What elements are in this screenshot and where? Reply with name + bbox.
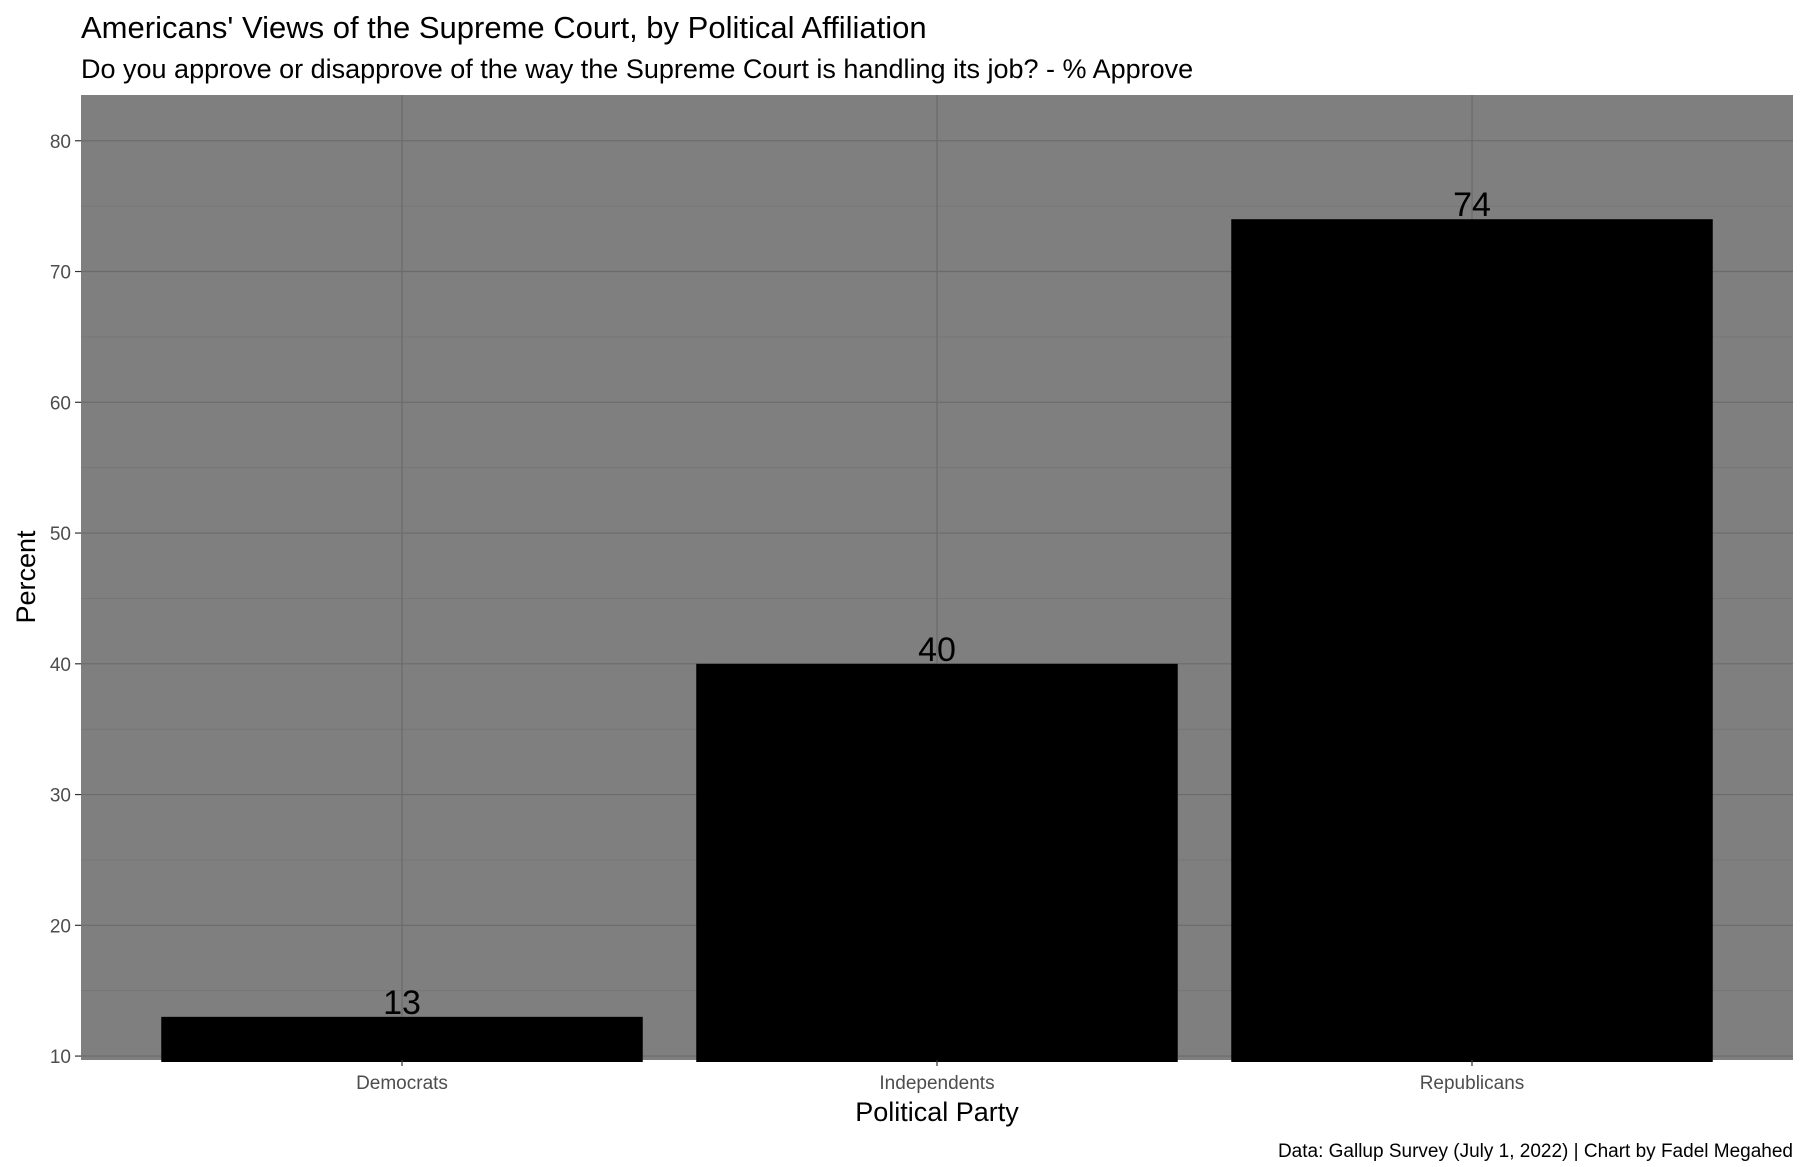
y-tick-label: 10: [50, 1047, 71, 1068]
x-tick-label: Independents: [879, 1073, 994, 1094]
bar-independents: [696, 664, 1178, 1062]
data-label-democrats: 13: [383, 984, 421, 1022]
chart-caption: Data: Gallup Survey (July 1, 2022) | Cha…: [1278, 1141, 1793, 1162]
y-axis: 10 20 30 40 50 60 70 80: [50, 132, 81, 1068]
data-label-republicans: 74: [1453, 186, 1491, 224]
y-tick-label: 40: [50, 655, 71, 676]
y-tick-label: 20: [50, 916, 71, 937]
y-tick-label: 60: [50, 393, 71, 414]
bar-republicans: [1231, 219, 1713, 1062]
y-axis-title: Percent: [11, 530, 41, 624]
data-label-independents: 40: [918, 631, 956, 669]
y-tick-label: 80: [50, 132, 71, 153]
x-axis-title: Political Party: [855, 1097, 1019, 1127]
y-tick-label: 30: [50, 786, 71, 807]
bar-democrats: [161, 1017, 643, 1062]
y-tick-label: 50: [50, 524, 71, 545]
y-tick-label: 70: [50, 263, 71, 284]
x-tick-label: Democrats: [356, 1073, 448, 1094]
chart-title: Americans' Views of the Supreme Court, b…: [81, 10, 927, 45]
chart-subtitle: Do you approve or disapprove of the way …: [81, 54, 1193, 84]
x-axis: Democrats Independents Republicans: [356, 1060, 1524, 1094]
x-tick-label: Republicans: [1420, 1073, 1525, 1094]
